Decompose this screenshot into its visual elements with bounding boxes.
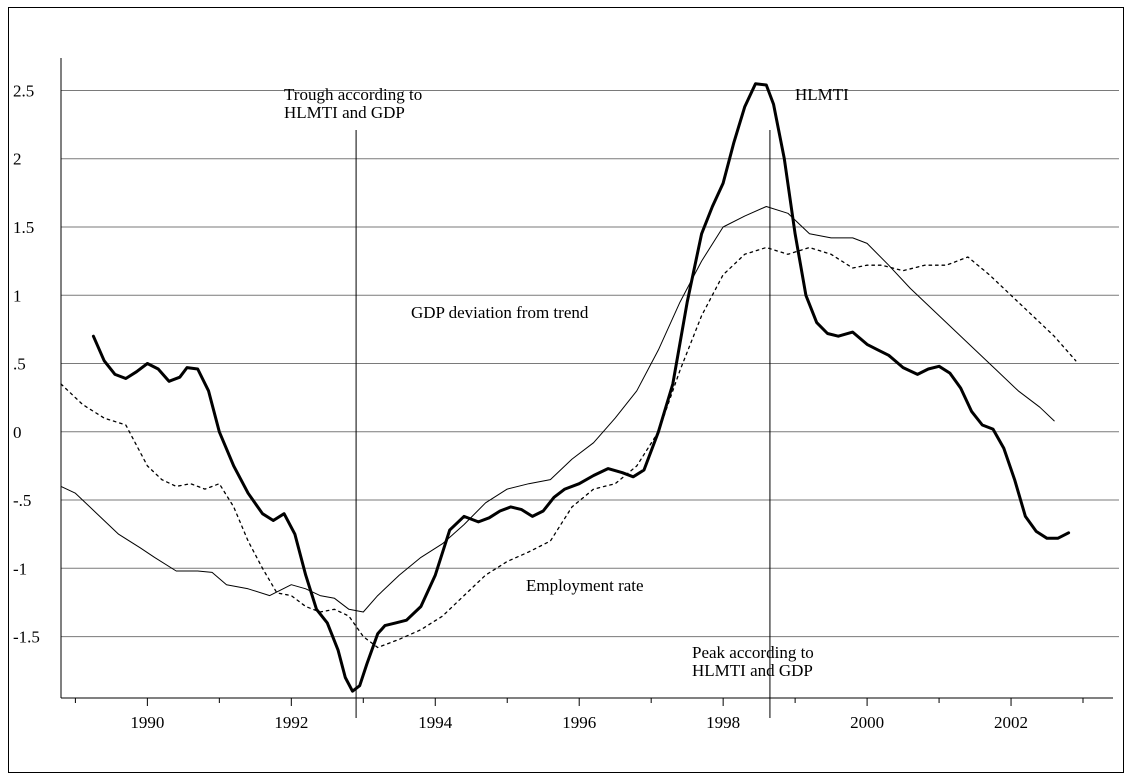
annotation-line: Trough according to [284,85,422,104]
x-tick-label: 1994 [418,713,453,732]
y-tick-label: -.5 [13,491,31,510]
annotation-line: Peak according to [692,643,814,662]
trough-annotation: Trough according to HLMTI and GDP [284,85,422,122]
annotation-line: HLMTI and GDP [284,103,405,122]
x-tick-label: 1998 [706,713,740,732]
y-tick-label: .5 [13,355,26,374]
y-tick-label: -1 [13,559,27,578]
line-chart: Trough according to HLMTI and GDP Peak ac… [13,58,1119,732]
peak-annotation: Peak according to HLMTI and GDP [692,643,814,680]
chart-labels: Trough according to HLMTI and GDP Peak ac… [13,81,1028,732]
hlmti-series-label: HLMTI [795,85,849,104]
annotation-line: HLMTI and GDP [692,661,813,680]
x-tick-label: 1992 [274,713,308,732]
gridlines [61,89,1119,638]
x-tick-label: 2000 [850,713,884,732]
y-tick-label: 0 [13,423,22,442]
employment-series-line [60,206,1055,613]
x-tick-label: 1996 [562,713,596,732]
gdp-series-line [60,246,1077,649]
y-tick-label: 1.5 [13,218,34,237]
x-tick-label: 1990 [130,713,164,732]
axes [60,58,1113,706]
y-tick-label: 2 [13,150,22,169]
y-tick-label: 2.5 [13,81,34,100]
y-tick-label: -1.5 [13,628,40,647]
x-tick-label: 2002 [994,713,1028,732]
series-lines [60,82,1077,693]
hlmti-series-line [91,82,1071,693]
gdp-series-label: GDP deviation from trend [411,303,589,322]
employment-series-label: Employment rate [526,576,644,595]
y-tick-label: 1 [13,286,22,305]
reference-lines [355,130,771,718]
chart-frame: Trough according to HLMTI and GDP Peak ac… [8,7,1124,773]
